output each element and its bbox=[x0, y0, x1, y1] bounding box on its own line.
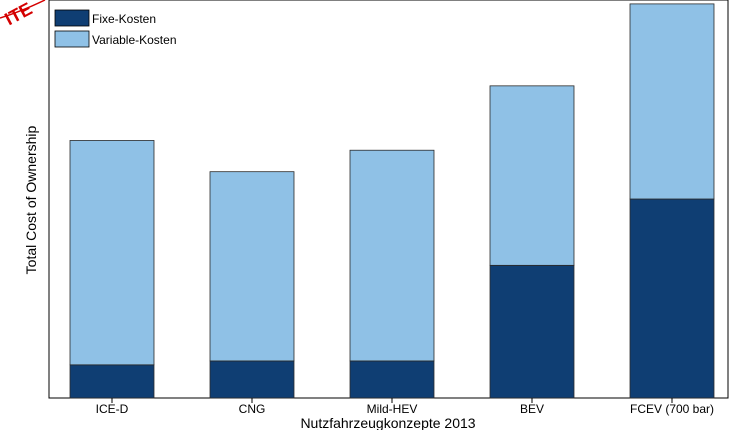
bar-mild-hev-variable bbox=[349, 149, 435, 362]
bar-cng-fixe bbox=[209, 360, 295, 399]
bar-bev-fixe bbox=[489, 264, 575, 399]
bar-ice-d-variable bbox=[69, 140, 155, 366]
legend-swatch-variable bbox=[54, 30, 90, 48]
bar-bev-variable bbox=[489, 85, 575, 266]
bar-ice-d-fixe bbox=[69, 364, 155, 399]
legend: Fixe-Kosten Variable-Kosten bbox=[54, 9, 177, 48]
x-axis-ticks: ICE-D CNG Mild-HEV BEV FCEV (700 bar) bbox=[96, 398, 714, 416]
x-tick-label: CNG bbox=[239, 402, 266, 416]
bar-fcev-700-bar--fixe bbox=[629, 198, 715, 399]
x-tick-label: FCEV (700 bar) bbox=[630, 402, 714, 416]
x-axis-title: Nutzfahrzeugkonzepte 2013 bbox=[300, 415, 475, 430]
x-tick-label: BEV bbox=[520, 402, 544, 416]
bars-group bbox=[69, 3, 715, 399]
bar-mild-hev-fixe bbox=[349, 360, 435, 399]
bar-cng-variable bbox=[209, 171, 295, 362]
bar-fcev-700-bar--variable bbox=[629, 3, 715, 200]
corner-stamp: ITE bbox=[0, 0, 46, 29]
stamp-text: ITE bbox=[1, 0, 35, 29]
y-axis-title: Total Cost of Ownership bbox=[23, 125, 39, 274]
legend-label-variable: Variable-Kosten bbox=[92, 33, 177, 47]
x-tick-label: Mild-HEV bbox=[367, 402, 418, 416]
stamp-arc bbox=[0, 0, 46, 19]
legend-label-fixe: Fixe-Kosten bbox=[92, 12, 156, 26]
x-tick-label: ICE-D bbox=[96, 402, 129, 416]
legend-swatch-fixe bbox=[54, 9, 90, 27]
